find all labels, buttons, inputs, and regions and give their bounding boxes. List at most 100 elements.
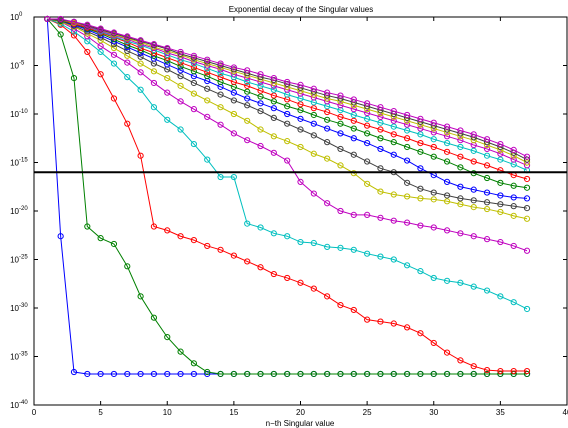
series-6-point bbox=[270, 133, 277, 140]
series-3-point bbox=[390, 320, 397, 327]
series-6-point bbox=[443, 198, 451, 205]
y-tick-base: 10 bbox=[10, 401, 19, 410]
series-8-point bbox=[350, 135, 357, 142]
series-8-point bbox=[510, 194, 517, 201]
series-5-point bbox=[164, 89, 171, 96]
series-15-point bbox=[457, 127, 464, 134]
series-2-point bbox=[404, 370, 411, 378]
series-8-point bbox=[324, 125, 331, 132]
series-15-point bbox=[57, 15, 64, 23]
series-15-point bbox=[510, 146, 517, 153]
series-11-point bbox=[377, 119, 384, 126]
series-5-point bbox=[390, 217, 397, 224]
series-12-point bbox=[430, 129, 437, 136]
series-8-point bbox=[297, 115, 304, 122]
series-14-point bbox=[190, 54, 197, 61]
series-6-point bbox=[244, 117, 251, 124]
series-4-point bbox=[417, 268, 424, 275]
series-3-point bbox=[244, 258, 251, 265]
series-4-point bbox=[257, 224, 264, 231]
series-11-point bbox=[404, 127, 411, 134]
series-6-point bbox=[404, 193, 411, 200]
series-15-point bbox=[324, 89, 331, 96]
series-4-point bbox=[97, 48, 104, 56]
series-5-point bbox=[137, 69, 144, 76]
series-layer bbox=[44, 15, 531, 378]
series-14-point bbox=[204, 58, 211, 65]
series-15-point bbox=[523, 153, 531, 160]
series-6-point bbox=[364, 180, 371, 187]
series-8-point bbox=[364, 140, 371, 147]
series-6-point bbox=[497, 208, 504, 216]
series-2-point bbox=[390, 370, 397, 378]
series-1-point bbox=[204, 370, 211, 378]
series-11-point bbox=[483, 152, 491, 159]
series-4-point bbox=[510, 299, 517, 306]
series-4-point bbox=[470, 283, 477, 290]
series-12-point bbox=[443, 133, 451, 140]
y-tick-exponent: -30 bbox=[19, 303, 28, 309]
y-tick-label: 10 bbox=[10, 304, 19, 313]
x-tick-label: 15 bbox=[229, 408, 238, 417]
series-3-point bbox=[204, 242, 211, 250]
series-9-point bbox=[177, 63, 184, 70]
series-6-point bbox=[417, 195, 424, 202]
series-2-point bbox=[84, 223, 91, 230]
series-6-point bbox=[284, 138, 291, 145]
series-4-point bbox=[404, 262, 411, 269]
series-15-point bbox=[70, 18, 78, 25]
y-tick-exponent: -40 bbox=[19, 400, 28, 406]
series-11-point bbox=[217, 70, 224, 77]
series-9-point bbox=[497, 179, 504, 186]
series-5-point bbox=[430, 224, 437, 231]
series-15-point bbox=[97, 25, 104, 32]
y-tick-base: 10 bbox=[10, 353, 19, 362]
series-8-point bbox=[337, 130, 344, 137]
series-12-point bbox=[217, 66, 224, 73]
series-9-point bbox=[337, 120, 344, 127]
series-1-point bbox=[190, 370, 197, 378]
series-15-point bbox=[124, 33, 131, 40]
series-15-point bbox=[177, 48, 184, 56]
series-2-point bbox=[57, 31, 64, 38]
series-4-point bbox=[297, 238, 304, 246]
series-line-3 bbox=[47, 18, 528, 372]
y-tick-exponent: -20 bbox=[19, 206, 28, 212]
series-5-point bbox=[217, 121, 224, 128]
series-5-point bbox=[510, 242, 517, 250]
series-3-point bbox=[150, 223, 158, 230]
series-6-point bbox=[204, 97, 211, 104]
series-3-point bbox=[110, 95, 118, 102]
y-tick-exponent: -5 bbox=[19, 61, 25, 67]
series-3-point bbox=[230, 252, 237, 259]
series-15-point bbox=[443, 123, 451, 130]
series-10-point bbox=[417, 140, 424, 147]
series-11-point bbox=[457, 143, 464, 151]
series-3-point bbox=[310, 285, 317, 292]
series-9-point bbox=[204, 73, 211, 80]
series-2-point bbox=[457, 370, 464, 378]
series-2-point bbox=[164, 334, 171, 341]
series-5-point bbox=[284, 157, 291, 164]
series-line-7 bbox=[47, 18, 528, 209]
series-10-point bbox=[523, 175, 531, 183]
series-6-point bbox=[324, 155, 331, 162]
series-15-point bbox=[257, 71, 264, 78]
series-3-point bbox=[164, 227, 171, 234]
series-line-15 bbox=[47, 18, 528, 158]
series-11-point bbox=[430, 136, 437, 143]
y-tick-label: 10 bbox=[10, 353, 19, 362]
series-5-point bbox=[297, 178, 304, 185]
series-14-point bbox=[217, 62, 224, 69]
series-5-point bbox=[204, 113, 211, 121]
series-6-point bbox=[483, 205, 491, 213]
series-5-point bbox=[230, 130, 237, 137]
series-11-point bbox=[244, 78, 251, 86]
series-7-point bbox=[310, 132, 317, 139]
series-14-point bbox=[230, 66, 237, 73]
series-8-point bbox=[497, 192, 504, 199]
series-3-point bbox=[430, 339, 437, 347]
series-5-point bbox=[404, 219, 411, 226]
series-2-point bbox=[443, 370, 451, 378]
series-9-point bbox=[310, 111, 317, 119]
